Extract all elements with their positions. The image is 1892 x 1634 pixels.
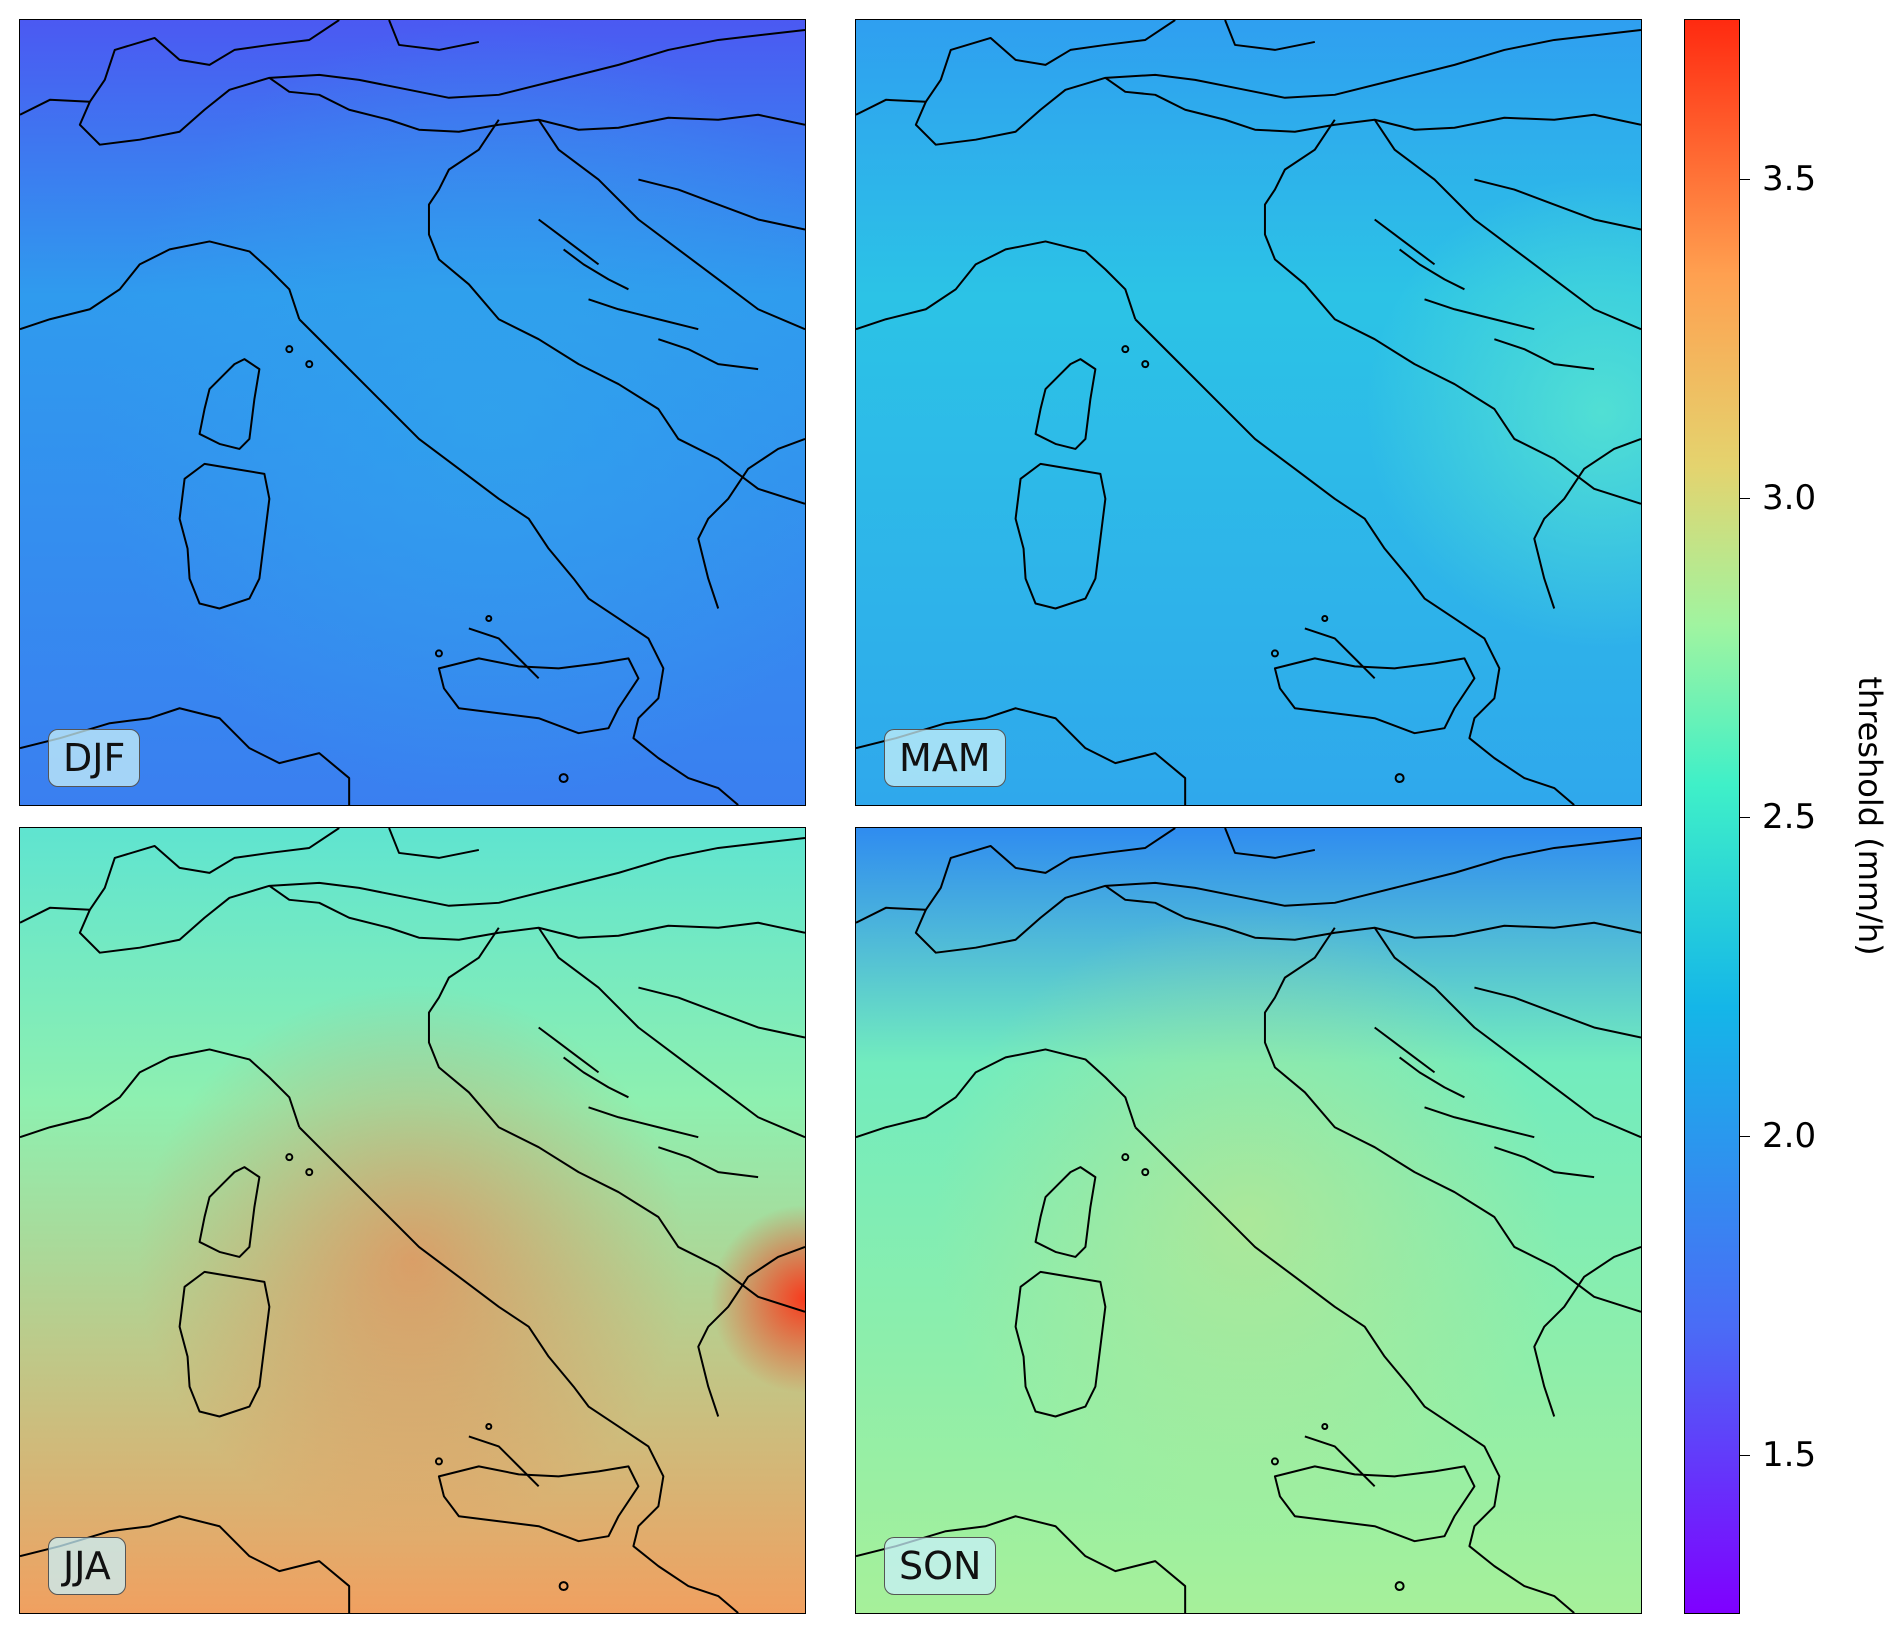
colorbar-tick-label: 2.0 <box>1762 1115 1817 1156</box>
map-panel-jja: JJA <box>19 827 806 1614</box>
season-label: SON <box>884 1537 997 1595</box>
map-svg <box>856 20 1641 805</box>
colorbar <box>1684 19 1740 1614</box>
colorbar-tick-label: 2.5 <box>1762 796 1817 837</box>
colorbar-tick <box>1740 816 1750 818</box>
map-panel-son: SON <box>855 827 1642 1614</box>
field-highlight <box>856 20 1641 805</box>
map-panel-mam: MAM <box>855 19 1642 806</box>
colorbar-tick <box>1740 1135 1750 1137</box>
map-svg <box>856 828 1641 1613</box>
season-label: DJF <box>48 729 141 787</box>
season-label: MAM <box>884 729 1006 787</box>
map-svg <box>20 828 805 1613</box>
field-highlight <box>856 828 1641 1613</box>
colorbar-tick-label: 3.5 <box>1762 158 1817 199</box>
colorbar-tick <box>1740 178 1750 180</box>
map-svg <box>20 20 805 805</box>
field-highlight <box>20 20 805 805</box>
colorbar-tick-label: 1.5 <box>1762 1434 1817 1475</box>
colorbar-tick <box>1740 497 1750 499</box>
colorbar-tick <box>1740 1454 1750 1456</box>
map-panel-djf: DJF <box>19 19 806 806</box>
field-hotspot <box>20 828 805 1613</box>
colorbar-label: threshold (mm/h) <box>1851 676 1889 956</box>
season-label: JJA <box>48 1537 126 1595</box>
colorbar-tick-label: 3.0 <box>1762 477 1817 518</box>
